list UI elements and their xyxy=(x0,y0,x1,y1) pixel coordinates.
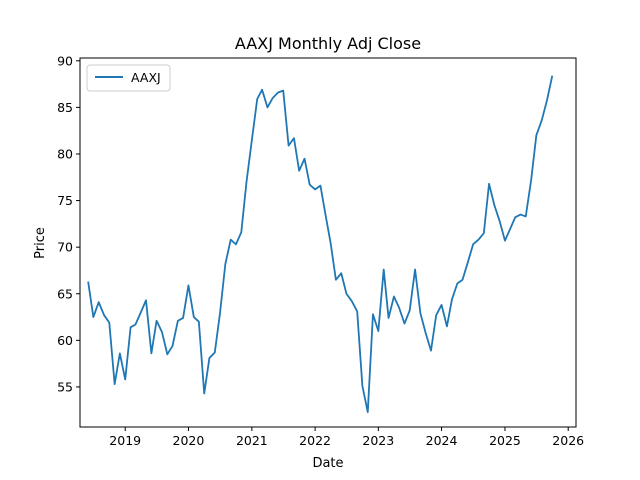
plot-frame xyxy=(79,57,577,428)
x-axis-label: Date xyxy=(312,456,343,471)
legend-label: AAXJ xyxy=(131,70,161,85)
series-line-0 xyxy=(87,75,554,413)
y-tick-label: 60 xyxy=(57,333,73,348)
x-tick-label: 2024 xyxy=(426,433,458,448)
y-tick-label: 70 xyxy=(57,240,73,255)
x-tick-label: 2025 xyxy=(489,433,521,448)
x-tick-label: 2019 xyxy=(109,433,141,448)
y-tick-label: 55 xyxy=(57,379,73,394)
x-tick-label: 2020 xyxy=(173,433,205,448)
x-axis-ticks: 2019 2020 2021 2022 2023 2024 2025 2026 xyxy=(109,427,584,448)
y-tick-label: 85 xyxy=(57,100,73,115)
chart-title: AAXJ Monthly Adj Close xyxy=(235,34,421,53)
x-tick-label: 2023 xyxy=(362,433,394,448)
plot-layer xyxy=(87,75,554,413)
y-tick-label: 80 xyxy=(57,146,73,161)
y-tick-label: 65 xyxy=(57,286,73,301)
x-tick-label: 2021 xyxy=(236,433,268,448)
y-tick-label: 90 xyxy=(57,53,73,68)
x-tick-label: 2026 xyxy=(552,433,584,448)
legend: AAXJ xyxy=(86,64,171,92)
y-axis-label: Price xyxy=(33,227,48,259)
x-tick-label: 2022 xyxy=(299,433,331,448)
y-tick-label: 75 xyxy=(57,193,73,208)
y-axis-ticks: 55 60 65 70 75 80 85 90 xyxy=(57,53,80,394)
legend-box xyxy=(86,64,171,92)
